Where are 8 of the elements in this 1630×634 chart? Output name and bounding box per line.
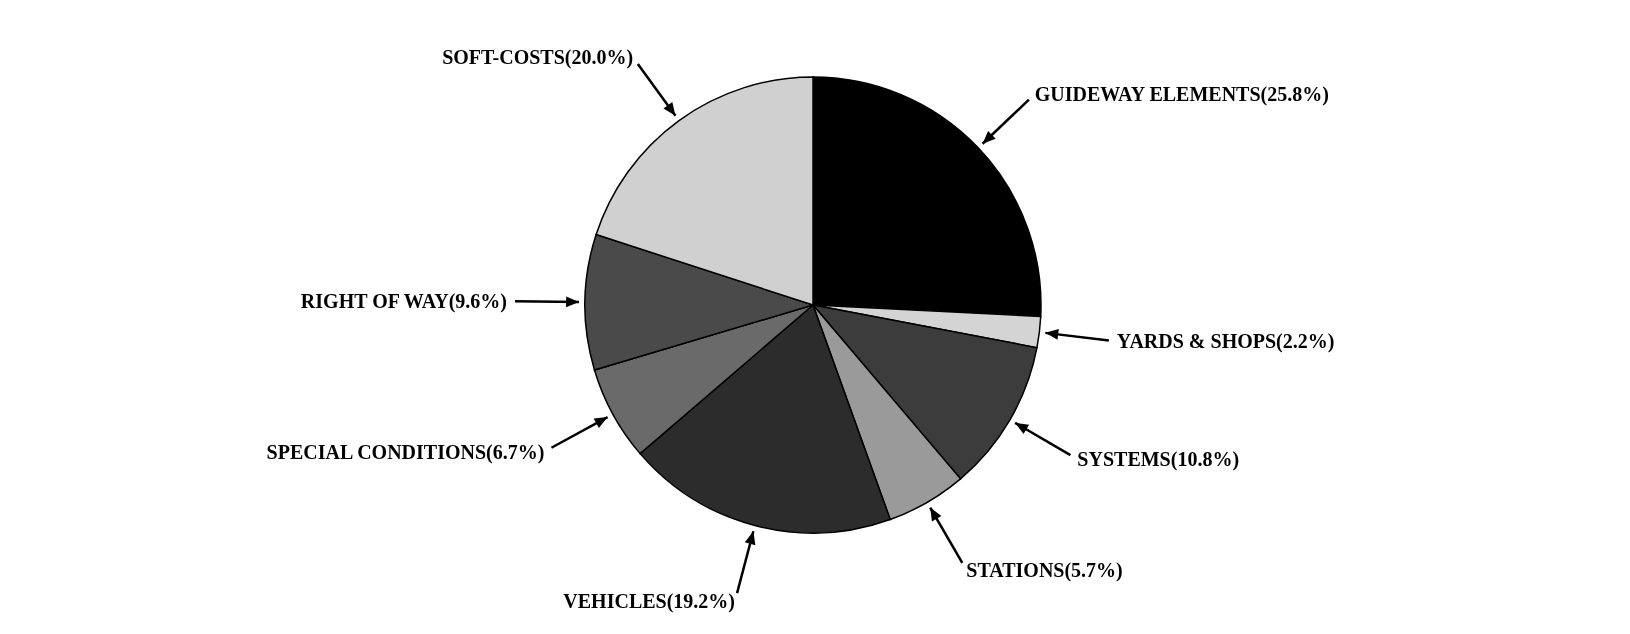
- slice-label: VEHICLES(19.2%): [563, 589, 736, 613]
- slice-label: GUIDEWAY ELEMENTS(25.8%): [1034, 83, 1329, 107]
- slice-label: YARDS & SHOPS(2.2%): [1116, 330, 1335, 354]
- slice-label: STATIONS(5.7%): [966, 558, 1123, 582]
- slice-label: SOFT-COSTS(20.0%): [442, 46, 634, 70]
- slice-label: SPECIAL CONDITIONS(6.7%): [266, 440, 545, 464]
- slice-label: RIGHT OF WAY(9.6%): [300, 290, 508, 314]
- slice-label: SYSTEMS(10.8%): [1077, 448, 1240, 472]
